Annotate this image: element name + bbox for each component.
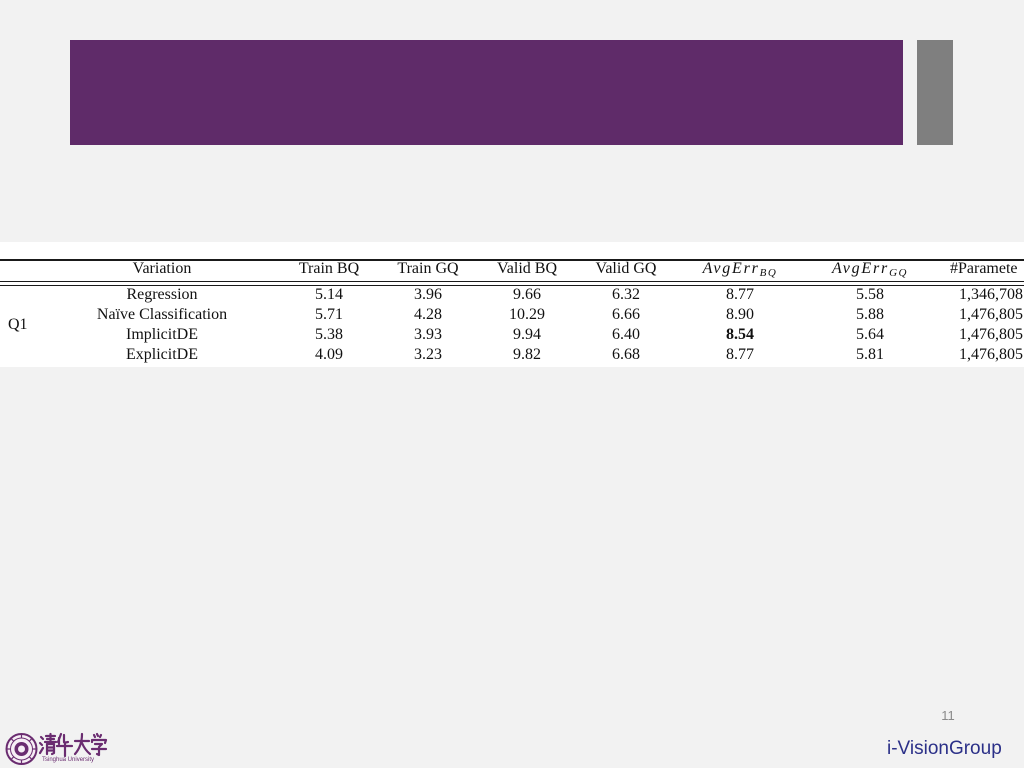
- title-bar: [70, 40, 903, 145]
- avgerr-gq-cell: 5.81: [856, 346, 884, 363]
- parameters-cell: 1,476,805: [959, 326, 1023, 343]
- table-header-rule: [0, 281, 1024, 282]
- header-train-gq: Train GQ: [397, 260, 459, 277]
- header-parameters: #Paramete: [950, 260, 1018, 277]
- header-valid-gq: Valid GQ: [595, 260, 657, 277]
- header-valid-bq: Valid BQ: [497, 260, 557, 277]
- train-bq-cell: 5.14: [315, 286, 343, 303]
- valid-bq-cell: 9.82: [513, 346, 541, 363]
- table-top-rule: [0, 259, 1024, 261]
- valid-gq-cell: 6.40: [612, 326, 640, 343]
- parameters-cell: 1,346,708: [959, 286, 1023, 303]
- valid-bq-cell: 9.66: [513, 286, 541, 303]
- avgerr-gq-cell: 5.58: [856, 286, 884, 303]
- variation-cell: Naïve Classification: [96, 306, 228, 323]
- valid-bq-cell: 9.94: [513, 326, 541, 343]
- footer-brand: i-VisionGroup: [887, 738, 1002, 759]
- avgerr-bq-cell: 8.77: [726, 286, 754, 303]
- header-avgerr-gq-subscript: GQ: [889, 267, 908, 279]
- train-bq-cell: 5.38: [315, 326, 343, 343]
- variation-cell: Regression: [126, 286, 198, 303]
- variation-cell: ExplicitDE: [126, 346, 198, 363]
- avgerr-bq-cell: 8.77: [726, 346, 754, 363]
- table-row: ImplicitDE 5.38 3.93 9.94 6.40 8.54 5.64…: [0, 325, 1024, 345]
- page-number: 11: [941, 708, 955, 723]
- train-gq-cell: 4.28: [414, 306, 442, 323]
- avgerr-bq-cell: 8.90: [726, 306, 754, 323]
- valid-gq-cell: 6.68: [612, 346, 640, 363]
- header-avgerr-bq-base: AvgErr: [702, 260, 760, 277]
- valid-bq-cell: 10.29: [509, 306, 545, 323]
- avgerr-bq-cell-best: 8.54: [726, 326, 754, 343]
- calligraphy-mark: [38, 732, 108, 758]
- train-gq-cell: 3.93: [414, 326, 442, 343]
- header-variation: Variation: [132, 260, 192, 277]
- table-row: Naïve Classification 5.71 4.28 10.29 6.6…: [0, 305, 1024, 325]
- valid-gq-cell: 6.66: [612, 306, 640, 323]
- header-avgerr-gq: AvgErrGQ: [810, 259, 930, 279]
- train-gq-cell: 3.23: [414, 346, 442, 363]
- parameters-cell: 1,476,805: [959, 306, 1023, 323]
- tsinghua-logo: Tsinghua University: [5, 732, 111, 766]
- avgerr-gq-cell: 5.88: [856, 306, 884, 323]
- side-accent-bar: [917, 40, 953, 145]
- valid-gq-cell: 6.32: [612, 286, 640, 303]
- seal-icon: [5, 733, 38, 765]
- logo-english-name: Tsinghua University: [42, 757, 94, 763]
- header-avgerr-bq-subscript: BQ: [759, 267, 778, 279]
- parameters-cell: 1,476,805: [959, 346, 1023, 363]
- header-avgerr-gq-base: AvgErr: [832, 260, 890, 277]
- header-train-bq: Train BQ: [298, 260, 360, 277]
- table-header-rule: [0, 285, 1024, 286]
- table-row: Regression 5.14 3.96 9.66 6.32 8.77 5.58…: [0, 285, 1024, 305]
- results-table: Variation Train BQ Train GQ Valid BQ Val…: [0, 242, 1024, 367]
- table-header-row: Variation Train BQ Train GQ Valid BQ Val…: [0, 259, 1024, 279]
- avgerr-gq-cell: 5.64: [856, 326, 884, 343]
- train-bq-cell: 4.09: [315, 346, 343, 363]
- table-row: ExplicitDE 4.09 3.23 9.82 6.68 8.77 5.81…: [0, 345, 1024, 365]
- variation-cell: ImplicitDE: [126, 326, 198, 343]
- header-avgerr-bq: AvgErrBQ: [680, 259, 800, 279]
- train-gq-cell: 3.96: [414, 286, 442, 303]
- row-group-label: Q1: [8, 316, 28, 333]
- train-bq-cell: 5.71: [315, 306, 343, 323]
